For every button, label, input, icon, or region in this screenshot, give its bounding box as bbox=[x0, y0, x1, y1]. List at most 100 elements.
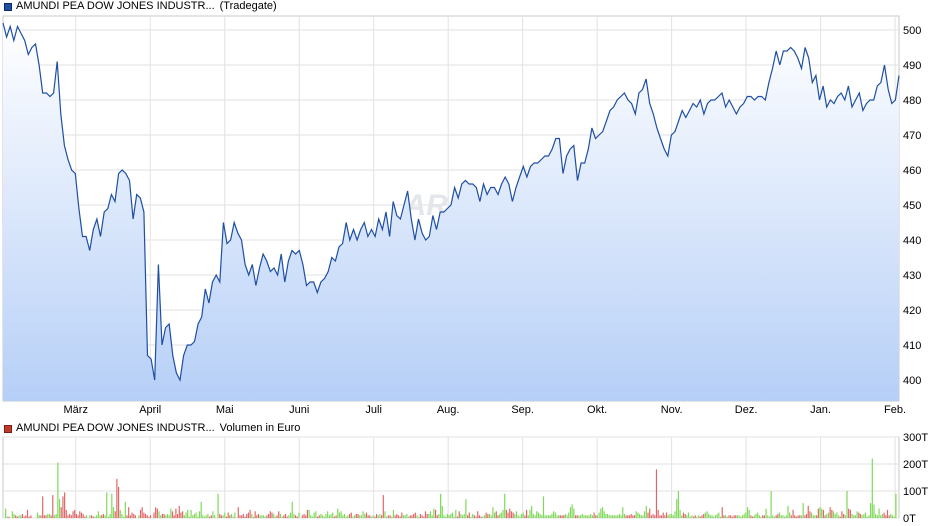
volume-bar bbox=[655, 469, 658, 518]
volume-bar bbox=[772, 515, 774, 518]
volume-bar bbox=[259, 515, 261, 518]
volume-bar bbox=[848, 508, 850, 518]
price-x-tick-label: Feb. bbox=[884, 404, 906, 416]
volume-bar bbox=[8, 516, 10, 518]
price-y-tick-label: 490 bbox=[903, 60, 921, 72]
volume-bar bbox=[273, 514, 275, 518]
volume-bar bbox=[45, 515, 47, 518]
price-x-tick-label: April bbox=[139, 404, 161, 416]
price-y-tick-label: 440 bbox=[903, 235, 921, 247]
volume-bar bbox=[549, 515, 551, 518]
volume-bar bbox=[178, 505, 180, 518]
volume-bar bbox=[895, 493, 897, 518]
volume-bar bbox=[62, 496, 64, 518]
volume-bar bbox=[288, 515, 290, 518]
price-y-tick-label: 420 bbox=[903, 305, 921, 317]
volume-bar bbox=[355, 514, 357, 518]
volume-bar bbox=[480, 516, 482, 518]
volume-bar bbox=[888, 515, 890, 518]
volume-bar bbox=[406, 514, 408, 518]
volume-bar bbox=[200, 501, 202, 518]
volume-bar bbox=[418, 516, 420, 518]
volume-bar bbox=[672, 515, 674, 518]
volume-bar bbox=[578, 515, 580, 518]
volume-bar bbox=[128, 507, 130, 518]
volume-bar bbox=[885, 515, 887, 518]
volume-bar bbox=[207, 514, 209, 518]
volume-bar bbox=[183, 515, 185, 518]
volume-bar bbox=[382, 495, 384, 518]
volume-bar bbox=[458, 511, 460, 519]
volume-bar bbox=[77, 515, 79, 518]
volume-bar bbox=[372, 515, 374, 518]
volume-bar bbox=[671, 514, 673, 518]
volume-bar bbox=[266, 515, 268, 518]
volume-bar bbox=[762, 515, 764, 518]
volume-bar bbox=[402, 515, 405, 518]
volume-bar bbox=[187, 509, 189, 518]
volume-bar bbox=[411, 515, 413, 518]
volume-bar bbox=[268, 514, 270, 518]
volume-bar bbox=[811, 512, 813, 518]
volume-bar bbox=[554, 512, 556, 518]
volume-bar bbox=[333, 516, 335, 518]
volume-bar bbox=[854, 515, 857, 518]
volume-bar bbox=[5, 508, 7, 518]
volume-bar bbox=[124, 501, 126, 518]
volume-bar bbox=[322, 515, 324, 518]
volume-bar bbox=[310, 515, 312, 518]
volume-bar bbox=[630, 514, 632, 518]
volume-y-tick-label: 0T bbox=[903, 513, 916, 525]
volume-bar bbox=[121, 514, 123, 518]
volume-bar bbox=[886, 509, 889, 518]
volume-bar bbox=[219, 514, 221, 518]
volume-bar bbox=[224, 512, 226, 518]
volume-bar bbox=[25, 515, 27, 518]
volume-bar bbox=[667, 515, 669, 518]
volume-bar bbox=[440, 493, 442, 518]
volume-bar bbox=[289, 512, 292, 518]
volume-bar bbox=[445, 516, 447, 518]
volume-bar bbox=[335, 515, 337, 518]
volume-bar bbox=[640, 515, 642, 518]
volume-bar bbox=[448, 515, 450, 518]
volume-bar bbox=[138, 515, 140, 518]
volume-bar bbox=[753, 515, 755, 518]
volume-bar bbox=[514, 514, 516, 518]
volume-bar bbox=[404, 515, 406, 518]
volume-bar bbox=[47, 514, 49, 518]
volume-bar bbox=[836, 512, 838, 518]
volume-bar bbox=[470, 516, 472, 518]
volume-bar bbox=[37, 512, 39, 518]
volume-bar bbox=[340, 511, 342, 519]
volume-bar bbox=[595, 515, 597, 518]
volume-bar bbox=[758, 515, 760, 518]
volume-bar bbox=[350, 512, 352, 518]
price-x-tick-label: Mai bbox=[216, 404, 234, 416]
price-panel: ARIVA 400410420430440450460470480490500 … bbox=[2, 15, 921, 416]
volume-bar bbox=[750, 515, 752, 518]
volume-bar bbox=[725, 515, 727, 518]
volume-bar bbox=[510, 511, 513, 519]
volume-bar bbox=[419, 514, 421, 518]
volume-y-tick-label: 100T bbox=[903, 486, 928, 498]
volume-bar bbox=[878, 508, 880, 518]
volume-bar bbox=[731, 516, 733, 518]
volume-bar bbox=[765, 508, 767, 518]
volume-bar bbox=[360, 515, 362, 518]
volume-bar bbox=[546, 515, 548, 518]
price-x-tick-label: Jan. bbox=[810, 404, 831, 416]
volume-bar bbox=[527, 515, 529, 518]
volume-bar bbox=[482, 516, 484, 518]
price-x-tick-label: Sep. bbox=[511, 404, 534, 416]
volume-bar bbox=[225, 516, 228, 518]
volume-bar bbox=[247, 512, 249, 518]
price-y-tick-label: 410 bbox=[903, 340, 921, 352]
volume-bar bbox=[539, 514, 541, 518]
volume-bar bbox=[704, 512, 706, 518]
volume-bar bbox=[817, 508, 819, 518]
volume-bar bbox=[217, 493, 219, 518]
volume-bar bbox=[600, 508, 602, 518]
volume-bar bbox=[515, 511, 518, 519]
volume-bar bbox=[627, 515, 629, 518]
